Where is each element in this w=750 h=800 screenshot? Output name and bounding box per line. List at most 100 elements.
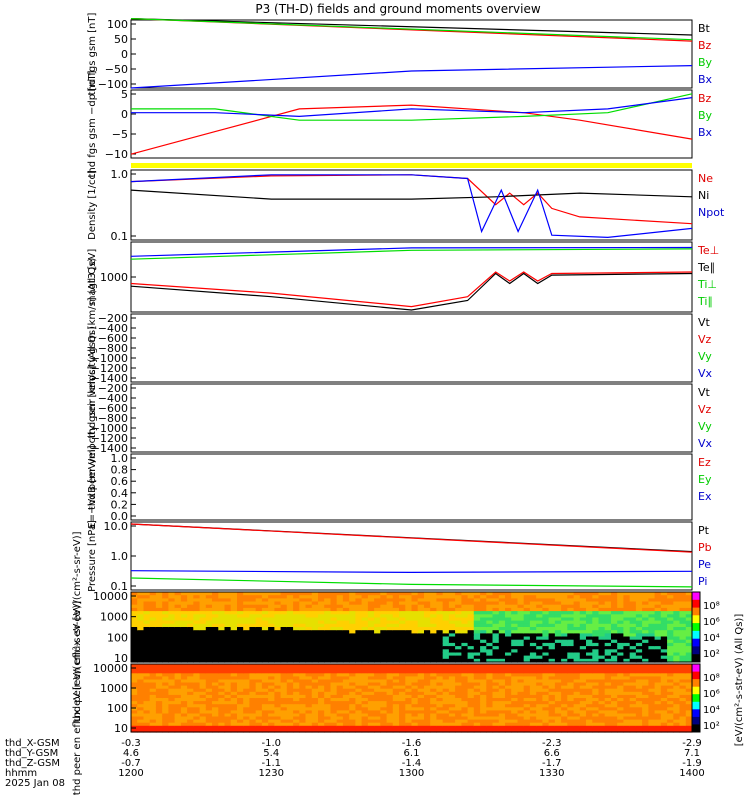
spectrogram-cell: [436, 639, 444, 644]
spectrogram-cell: [679, 716, 687, 721]
spectrogram-cell: [623, 620, 631, 625]
spectrogram-cell: [442, 646, 450, 650]
spectrogram-cell: [187, 725, 194, 730]
spectrogram-cell: [405, 685, 413, 690]
spectrogram-cell: [436, 707, 444, 711]
spectrogram-cell: [237, 685, 244, 690]
spectrogram-cell: [342, 598, 350, 603]
chart-title: P3 (TH-D) fields and ground moments over…: [255, 2, 540, 16]
spectrogram-cell: [212, 646, 219, 650]
spectrogram-cell: [299, 636, 307, 641]
spectrogram-cell: [442, 601, 450, 606]
spectrogram-cell: [299, 676, 307, 681]
spectrogram-cell: [430, 698, 437, 702]
spectrogram-cell: [330, 725, 338, 730]
spectrogram-cell: [629, 701, 637, 705]
spectrogram-cell: [261, 623, 269, 628]
spectrogram-cell: [579, 673, 587, 677]
spectrogram-cell: [187, 649, 194, 654]
spectrogram-cell: [399, 617, 406, 622]
spectrogram-cell: [162, 601, 169, 606]
spectrogram-cell: [629, 655, 637, 660]
spectrogram-cell: [293, 707, 300, 711]
spectrogram-cell: [193, 604, 201, 609]
spectrogram-cell: [218, 655, 226, 660]
spectrogram-cell: [180, 658, 188, 663]
spectrogram-cell: [673, 655, 681, 660]
spectrogram-cell: [174, 679, 182, 684]
spectrogram-cell: [243, 607, 250, 612]
spectrogram-cell: [342, 601, 350, 606]
spectrogram-cell: [249, 713, 257, 718]
spectrogram-cell: [237, 722, 244, 727]
spectrogram-cell: [261, 667, 269, 671]
spectrogram-cell: [648, 691, 656, 696]
series-line-Pb: [130, 523, 693, 553]
spectrogram-cell: [667, 649, 674, 654]
spectrogram-cell: [205, 617, 213, 622]
spectrogram-cell: [324, 627, 331, 631]
legend-Te⊥: Te⊥: [697, 244, 719, 257]
spectrogram-cell: [642, 698, 649, 702]
spectrogram-cell: [199, 649, 207, 654]
spectrogram-cell: [579, 633, 587, 638]
spectrogram-cell: [355, 607, 363, 612]
spectrogram-cell: [230, 698, 238, 702]
spectrogram-cell: [573, 617, 581, 622]
spectrogram-cell: [523, 614, 531, 619]
spectrogram-cell: [424, 639, 431, 644]
spectrogram-cell: [137, 611, 144, 615]
spectrogram-cell: [430, 694, 437, 699]
spectrogram-cell: [455, 707, 462, 711]
spectrogram-cell: [561, 688, 568, 693]
spectrogram-cell: [293, 713, 300, 718]
spectrogram-cell: [386, 598, 394, 603]
spectrogram-cell: [255, 642, 263, 647]
spectrogram-cell: [554, 664, 562, 668]
spectrogram-cell: [268, 646, 275, 650]
spectrogram-cell: [461, 598, 469, 603]
spectrogram-cell: [243, 673, 250, 677]
spectrogram-cell: [554, 630, 562, 634]
spectrogram-cell: [523, 633, 531, 638]
spectrogram-cell: [554, 601, 562, 606]
spectrogram-cell: [611, 611, 618, 615]
spectrogram-cell: [635, 679, 643, 684]
spectrogram-cell: [237, 630, 244, 634]
spectrogram-cell: [598, 701, 606, 705]
spectrogram-cell: [467, 673, 475, 677]
spectrogram-cell: [349, 607, 356, 612]
spectrogram-cell: [367, 623, 375, 628]
spectrogram-cell: [448, 725, 456, 730]
spectrogram-cell: [355, 694, 363, 699]
spectrogram-cell: [411, 685, 419, 690]
spectrogram-cell: [667, 646, 674, 650]
spectrogram-cell: [492, 592, 500, 596]
spectrogram-cell: [629, 710, 637, 715]
spectrogram-cell: [511, 601, 518, 606]
spectrogram-cell: [592, 679, 600, 684]
spectrogram-cell: [486, 685, 494, 690]
spectrogram-cell: [511, 682, 518, 687]
spectrogram-cell: [604, 639, 612, 644]
spectrogram-cell: [424, 627, 431, 631]
spectrogram-cell: [554, 633, 562, 638]
spectrogram-cell: [243, 627, 250, 631]
spectrogram-cell: [174, 667, 182, 671]
spectrogram-cell: [280, 685, 288, 690]
spectrogram-cell: [642, 679, 649, 684]
spectrogram-cell: [542, 725, 550, 730]
spectrogram-cell: [442, 722, 450, 727]
spectrogram-cell: [554, 682, 562, 687]
spectrogram-cell: [642, 623, 649, 628]
spectrogram-cell: [255, 592, 263, 596]
spectrogram-cell: [168, 707, 176, 711]
spectrogram-cell: [162, 704, 169, 708]
spectrogram-cell: [573, 701, 581, 705]
spectrogram-cell: [455, 667, 462, 671]
spectrogram-cell: [311, 673, 319, 677]
spectrogram-cell: [249, 623, 257, 628]
spectrogram-cell: [199, 698, 207, 702]
spectrogram-cell: [280, 698, 288, 702]
spectrogram-cell: [498, 682, 506, 687]
